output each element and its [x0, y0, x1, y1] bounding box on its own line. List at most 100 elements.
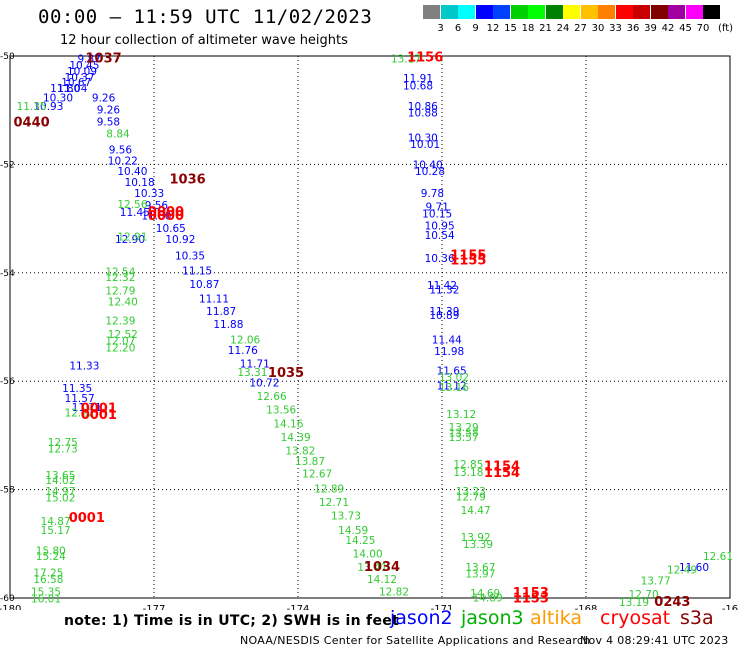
jason3-data-label: 13.41 [357, 562, 387, 574]
jason2-data-label: 10.01 [410, 139, 440, 151]
jason2-data-label: 10.30 [43, 93, 73, 105]
jason3-data-label: 14.02 [45, 475, 75, 487]
scale-swatch [633, 5, 650, 19]
page-subtitle: 12 hour collection of altimeter wave hei… [60, 33, 348, 48]
jason2-data-label: 10.22 [108, 155, 138, 167]
jason3-data-label: 13.92 [461, 532, 491, 544]
jason2-data-label: 11.65 [437, 366, 467, 378]
jason3-data-label: 15.17 [41, 525, 71, 537]
jason3-data-label: 13.31 [237, 367, 267, 379]
jason3-data-label: 12.56 [117, 199, 147, 211]
jason2-data-label: 9.78 [421, 188, 444, 200]
s3a-data-label: 1034 [364, 560, 400, 575]
scale-swatch [668, 5, 685, 19]
jason2-data-label: 11.15 [182, 265, 212, 277]
x-tick-label: -16 [722, 604, 738, 610]
y-tick-label: -52 [0, 160, 15, 170]
jason3-data-label: 14.59 [338, 525, 368, 537]
jason3-data-label: 14.47 [461, 505, 491, 517]
jason2-data-label: 11.11 [199, 294, 229, 306]
jason3-data-label: 13.23 [456, 486, 486, 498]
legend-cryosat: cryosat [600, 607, 671, 629]
jason3-data-label: 16.01 [31, 593, 61, 605]
scale-swatch [703, 5, 720, 19]
jason2-data-label: 10.30 [408, 133, 438, 145]
scale-swatch [685, 5, 703, 19]
x-tick-label: -174 [287, 604, 310, 610]
jason2-data-label: 10.45 [69, 60, 99, 72]
scale-swatch [510, 5, 528, 19]
chart-grid [10, 56, 730, 598]
jason2-data-label: 11.39 [429, 306, 459, 318]
scale-swatch [440, 5, 458, 19]
jason2-data-label: 11.32 [429, 284, 459, 296]
jason3-data-label: 12.85 [453, 459, 483, 471]
jason3-data-label: 8.84 [106, 128, 130, 140]
jason3-data-label: 12.82 [379, 586, 409, 598]
jason3-data-label: 12.52 [108, 329, 138, 341]
scale-label: 15 [504, 23, 517, 34]
page-title: 00:00 – 11:59 UTC 11/02/2023 [38, 6, 373, 28]
scale-label: 21 [539, 23, 552, 34]
jason2-data-label: 10.68 [403, 81, 433, 93]
x-tick-label: -180 [0, 604, 21, 610]
cryosat-data-label: 0000 [148, 205, 184, 220]
footer-credit: NOAA/NESDIS Center for Satellite Applica… [240, 634, 591, 647]
jason3-data-label: 12.07 [105, 335, 135, 347]
jason2-data-label: 10.89 [429, 310, 459, 322]
scale-label: 45 [679, 23, 692, 34]
jason3-data-label: 13.29 [449, 422, 479, 434]
jason3-data-label: 15.24 [36, 551, 66, 563]
cryosat-data-label: 1155 [450, 248, 486, 263]
scale-swatch [650, 5, 668, 19]
jason3-data-label: 13.19 [619, 597, 649, 609]
legend-jason2: jason2 [390, 607, 453, 629]
scale-label: 70 [696, 23, 710, 34]
scale-label: 3 [437, 23, 444, 34]
x-tick-label: -171 [431, 604, 454, 610]
jason3-data-label: 14.39 [281, 432, 311, 444]
scale-label: 42 [661, 23, 675, 34]
jason3-data-label: 13.56 [266, 405, 296, 417]
jason3-data-label: 12.39 [105, 315, 135, 327]
jason3-data-label: 12.89 [314, 483, 344, 495]
jason3-data-label: 13.87 [295, 456, 325, 468]
jason2-data-label: 10.36 [425, 253, 455, 265]
y-tick-label: -58 [0, 486, 15, 496]
jason3-data-label: 12.71 [319, 497, 349, 509]
jason3-data-label: 14.25 [345, 535, 375, 547]
jason3-data-label: 12.73 [48, 444, 78, 456]
jason2-data-label: 10.15 [422, 209, 452, 221]
jason3-data-label: 12.40 [108, 296, 138, 308]
jason2-data-label: 10.86 [408, 101, 438, 113]
jason2-data-label: 11.87 [206, 306, 236, 318]
jason3-data-label: 12.20 [105, 342, 135, 354]
scale-unit: (ft) [717, 23, 734, 34]
jason2-data-label: 10.54 [425, 230, 455, 242]
jason2-data-label: 11.57 [65, 393, 95, 405]
jason2-data-label: 10.87 [189, 279, 219, 291]
jason2-data-label: 10.09 [67, 66, 97, 78]
s3a-data-label: 0243 [654, 595, 690, 610]
jason3-data-label: 13.67 [465, 562, 495, 574]
scale-label: 9 [472, 23, 479, 34]
jason2-data-label: 9.56 [109, 145, 133, 157]
y-tick-label: -54 [0, 269, 15, 279]
jason3-data-label: 13.58 [449, 427, 479, 439]
scale-swatch [545, 5, 563, 19]
chart-axes: -180 -177 -174 -171 -168 -16 -50 -52 -54 -56 -58 -6… [0, 52, 738, 610]
jason2-data-label: 11.04 [57, 83, 87, 95]
jason3-data-label: 12.54 [105, 267, 135, 279]
jason2-data-label: 11.45 [120, 207, 150, 219]
jason2-data-label: 11.12 [437, 380, 467, 392]
scale-label: 33 [609, 23, 622, 34]
cryosat-data-label: 1156 [407, 50, 443, 65]
jason2-data-label: 9.87 [78, 54, 101, 66]
jason3-data-label: 14.00 [353, 548, 383, 560]
jason2-data-label: 11.71 [240, 359, 270, 371]
jason3-data-label: 14.97 [45, 486, 75, 498]
s3a-data-label: 1037 [86, 52, 122, 67]
legend-altika: altika [530, 607, 582, 629]
jason3-data-label: 12.75 [48, 437, 78, 449]
